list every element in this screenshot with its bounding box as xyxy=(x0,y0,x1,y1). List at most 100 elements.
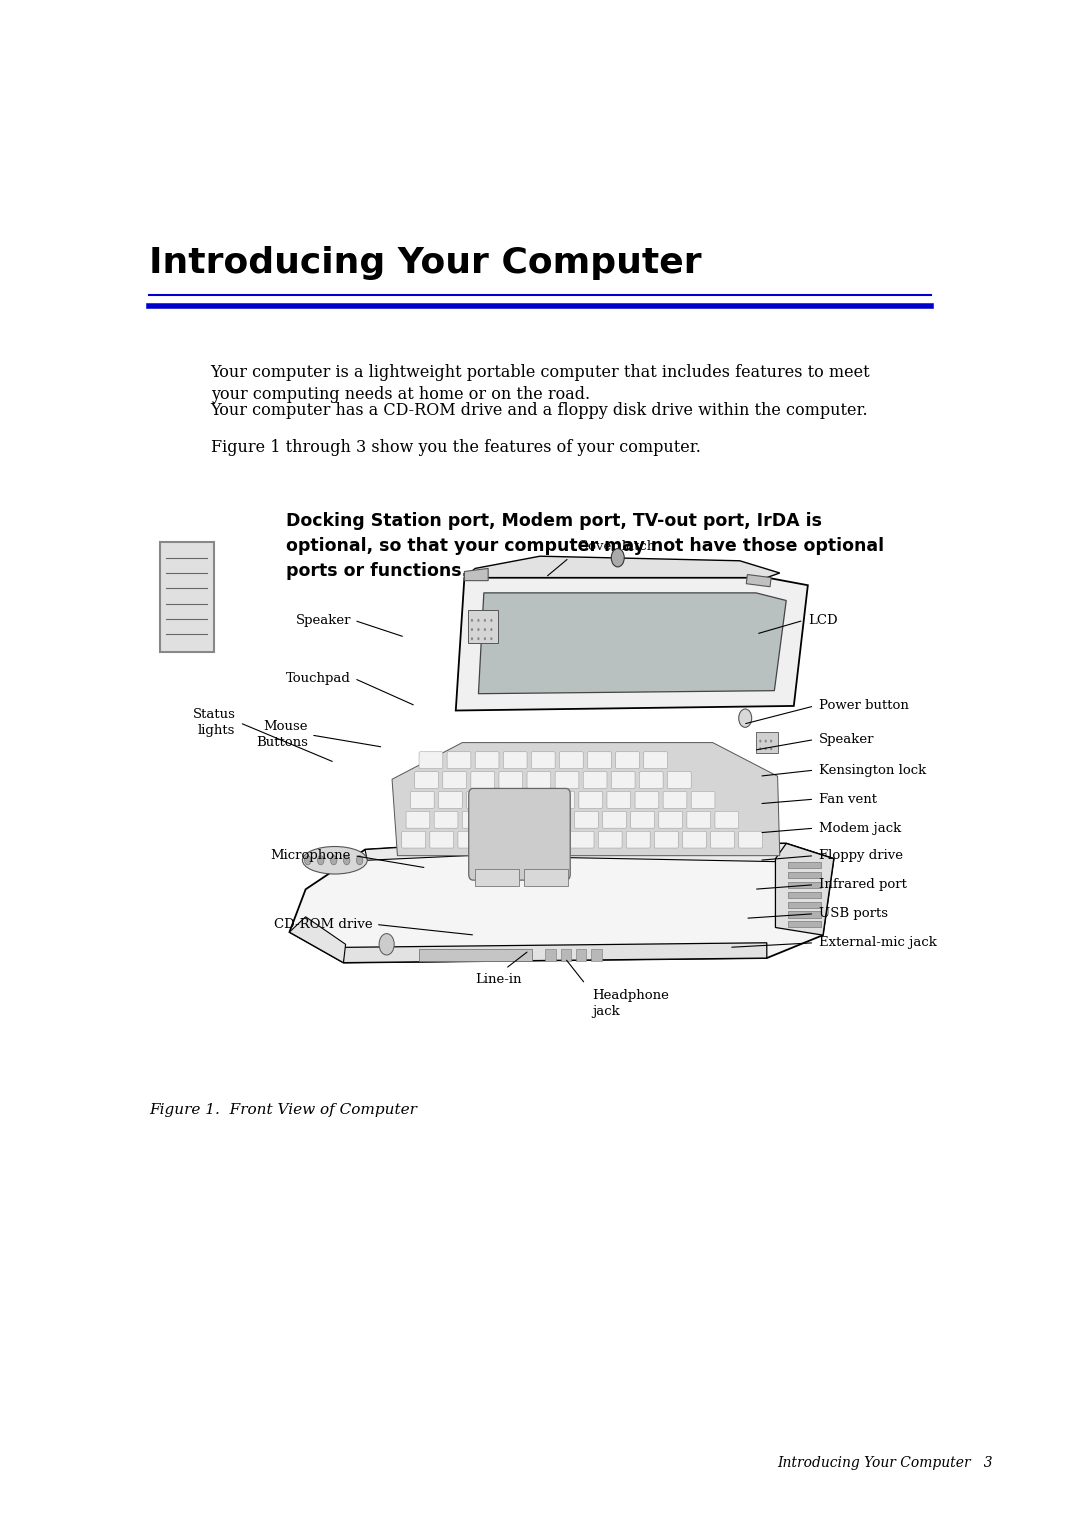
FancyBboxPatch shape xyxy=(756,732,778,753)
FancyBboxPatch shape xyxy=(527,772,551,788)
Circle shape xyxy=(318,856,324,865)
Polygon shape xyxy=(289,917,346,963)
Polygon shape xyxy=(392,743,780,856)
FancyBboxPatch shape xyxy=(524,869,568,886)
Circle shape xyxy=(611,549,624,567)
Text: Figure 1 through 3 show you the features of your computer.: Figure 1 through 3 show you the features… xyxy=(211,439,701,455)
FancyBboxPatch shape xyxy=(739,831,762,848)
Polygon shape xyxy=(775,843,834,935)
FancyBboxPatch shape xyxy=(518,811,542,828)
Circle shape xyxy=(477,628,480,631)
Circle shape xyxy=(765,747,767,750)
FancyBboxPatch shape xyxy=(667,772,691,788)
FancyBboxPatch shape xyxy=(410,792,434,808)
FancyBboxPatch shape xyxy=(523,792,546,808)
FancyBboxPatch shape xyxy=(711,831,734,848)
FancyBboxPatch shape xyxy=(715,811,739,828)
FancyBboxPatch shape xyxy=(402,831,426,848)
Text: Your computer has a CD-ROM drive and a floppy disk drive within the computer.: Your computer has a CD-ROM drive and a f… xyxy=(211,402,868,419)
FancyBboxPatch shape xyxy=(434,811,458,828)
FancyBboxPatch shape xyxy=(490,811,514,828)
FancyBboxPatch shape xyxy=(575,811,598,828)
FancyBboxPatch shape xyxy=(475,869,519,886)
FancyBboxPatch shape xyxy=(559,752,583,769)
Text: Docking Station port, Modem port, TV-out port, IrDA is
optional, so that your co: Docking Station port, Modem port, TV-out… xyxy=(286,512,885,581)
Text: Line-in: Line-in xyxy=(475,973,523,987)
FancyBboxPatch shape xyxy=(591,949,602,961)
FancyBboxPatch shape xyxy=(635,792,659,808)
FancyBboxPatch shape xyxy=(467,792,490,808)
Text: Touchpad: Touchpad xyxy=(286,672,351,685)
FancyBboxPatch shape xyxy=(447,752,471,769)
Text: Headphone
jack: Headphone jack xyxy=(592,989,669,1018)
FancyBboxPatch shape xyxy=(663,792,687,808)
FancyBboxPatch shape xyxy=(419,752,443,769)
FancyBboxPatch shape xyxy=(555,772,579,788)
FancyBboxPatch shape xyxy=(443,772,467,788)
FancyBboxPatch shape xyxy=(406,811,430,828)
FancyBboxPatch shape xyxy=(546,811,570,828)
FancyBboxPatch shape xyxy=(561,949,571,961)
FancyBboxPatch shape xyxy=(462,811,486,828)
Circle shape xyxy=(765,740,767,743)
FancyBboxPatch shape xyxy=(503,752,527,769)
Circle shape xyxy=(484,637,486,640)
Text: Fan vent: Fan vent xyxy=(819,793,877,805)
Text: Introducing Your Computer   3: Introducing Your Computer 3 xyxy=(778,1456,994,1470)
Polygon shape xyxy=(289,843,834,963)
Circle shape xyxy=(477,619,480,622)
Polygon shape xyxy=(478,593,786,694)
FancyBboxPatch shape xyxy=(531,752,555,769)
FancyBboxPatch shape xyxy=(430,831,454,848)
FancyBboxPatch shape xyxy=(683,831,706,848)
Text: Speaker: Speaker xyxy=(819,733,874,746)
Polygon shape xyxy=(464,556,780,578)
FancyBboxPatch shape xyxy=(551,792,575,808)
Text: Cover latch: Cover latch xyxy=(578,539,656,553)
Text: LCD: LCD xyxy=(808,614,837,626)
Text: Your computer is a lightweight portable computer that includes features to meet
: Your computer is a lightweight portable … xyxy=(211,364,870,403)
Text: Introducing Your Computer: Introducing Your Computer xyxy=(149,246,702,280)
Circle shape xyxy=(471,628,473,631)
Circle shape xyxy=(471,619,473,622)
Circle shape xyxy=(343,856,350,865)
FancyBboxPatch shape xyxy=(598,831,622,848)
Circle shape xyxy=(484,619,486,622)
FancyBboxPatch shape xyxy=(687,811,711,828)
Text: CD-ROM drive: CD-ROM drive xyxy=(274,918,373,931)
Ellipse shape xyxy=(302,847,367,874)
FancyBboxPatch shape xyxy=(583,772,607,788)
FancyBboxPatch shape xyxy=(545,949,556,961)
FancyBboxPatch shape xyxy=(644,752,667,769)
Text: Kensington lock: Kensington lock xyxy=(819,764,926,776)
FancyBboxPatch shape xyxy=(160,542,214,652)
Circle shape xyxy=(356,856,363,865)
Circle shape xyxy=(484,628,486,631)
FancyBboxPatch shape xyxy=(588,752,611,769)
Polygon shape xyxy=(365,843,834,866)
Circle shape xyxy=(770,747,772,750)
FancyBboxPatch shape xyxy=(788,871,821,877)
Text: Speaker: Speaker xyxy=(296,614,351,626)
Text: Power button: Power button xyxy=(819,700,908,712)
FancyBboxPatch shape xyxy=(495,792,518,808)
FancyBboxPatch shape xyxy=(631,811,654,828)
Text: Mouse
Buttons: Mouse Buttons xyxy=(256,721,308,749)
Circle shape xyxy=(477,637,480,640)
Circle shape xyxy=(379,934,394,955)
Text: Modem jack: Modem jack xyxy=(819,822,901,834)
FancyBboxPatch shape xyxy=(788,921,821,927)
Text: Infrared port: Infrared port xyxy=(819,879,906,891)
FancyBboxPatch shape xyxy=(542,831,566,848)
FancyBboxPatch shape xyxy=(788,862,821,868)
Circle shape xyxy=(759,740,761,743)
FancyBboxPatch shape xyxy=(458,831,482,848)
Circle shape xyxy=(490,637,492,640)
Circle shape xyxy=(739,709,752,727)
Text: USB ports: USB ports xyxy=(819,908,888,920)
FancyBboxPatch shape xyxy=(570,831,594,848)
FancyBboxPatch shape xyxy=(419,949,532,961)
FancyBboxPatch shape xyxy=(691,792,715,808)
FancyBboxPatch shape xyxy=(788,882,821,888)
Circle shape xyxy=(490,619,492,622)
